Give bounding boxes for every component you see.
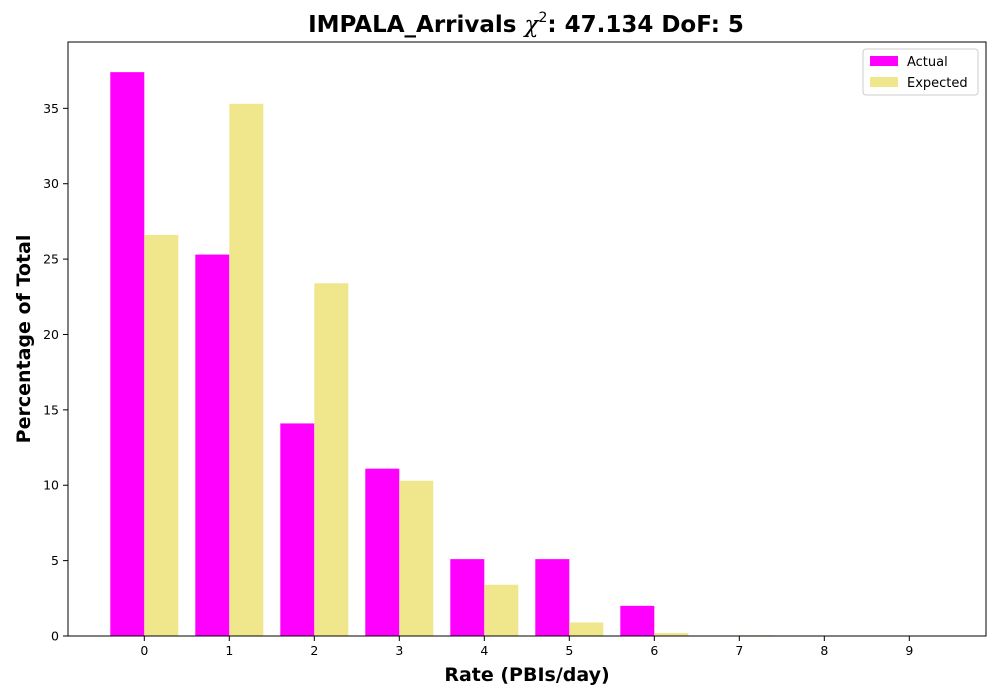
bar-expected-3 — [399, 480, 434, 636]
plot-frame — [67, 41, 987, 637]
legend-label-actual: Actual — [907, 55, 948, 70]
y-tick-label: 10 — [43, 478, 59, 493]
bar-expected-4 — [484, 584, 519, 636]
bar-actual-3 — [365, 468, 400, 636]
x-axis-label: Rate (PBIs/day) — [444, 664, 609, 686]
bar-expected-2 — [314, 283, 349, 636]
chart-title-rest: : 47.134 DoF: 5 — [547, 12, 744, 38]
y-tick-label: 30 — [43, 176, 59, 191]
y-axis-label: Percentage of Total — [13, 235, 35, 444]
x-tick-label: 9 — [905, 643, 913, 658]
chart-title: IMPALA_Arrivals χ2: 47.134 DoF: 5 — [308, 10, 744, 38]
y-tick-label: 20 — [43, 327, 59, 342]
legend-label-expected: Expected — [907, 76, 968, 91]
bar-expected-5 — [569, 622, 604, 636]
x-tick-label: 8 — [820, 643, 828, 658]
bar-expected-6 — [654, 632, 689, 636]
x-tick-label: 1 — [225, 643, 233, 658]
x-tick-label: 4 — [480, 643, 488, 658]
legend-swatch-expected — [870, 77, 898, 87]
x-tick-label: 5 — [565, 643, 573, 658]
x-tick-label: 7 — [735, 643, 743, 658]
bars-group — [110, 72, 774, 636]
y-axis-ticks: 0 5 10 15 20 25 30 35 — [43, 101, 68, 644]
y-tick-label: 35 — [43, 101, 59, 116]
bar-expected-1 — [229, 103, 264, 636]
y-tick-label: 5 — [51, 553, 59, 568]
x-tick-label: 3 — [395, 643, 403, 658]
y-tick-label: 15 — [43, 402, 59, 417]
bar-actual-2 — [280, 423, 315, 636]
chart-title-chi: χ — [523, 12, 541, 38]
bar-expected-0 — [144, 234, 179, 636]
chart-title-superscript: 2 — [538, 10, 547, 26]
legend-swatch-actual — [870, 56, 898, 66]
x-tick-label: 0 — [140, 643, 148, 658]
bar-actual-0 — [110, 72, 145, 636]
bar-actual-5 — [535, 559, 570, 636]
bar-actual-4 — [450, 559, 485, 636]
x-tick-label: 6 — [650, 643, 658, 658]
bar-actual-1 — [195, 254, 230, 636]
x-tick-label: 2 — [310, 643, 318, 658]
chart-title-main: IMPALA_Arrivals — [308, 12, 524, 38]
x-axis-ticks: 0 1 2 3 4 5 6 7 8 9 — [140, 636, 913, 658]
bar-actual-6 — [620, 605, 655, 636]
y-tick-label: 0 — [51, 629, 59, 644]
legend: Actual Expected — [862, 48, 979, 96]
y-tick-label: 25 — [43, 252, 59, 267]
